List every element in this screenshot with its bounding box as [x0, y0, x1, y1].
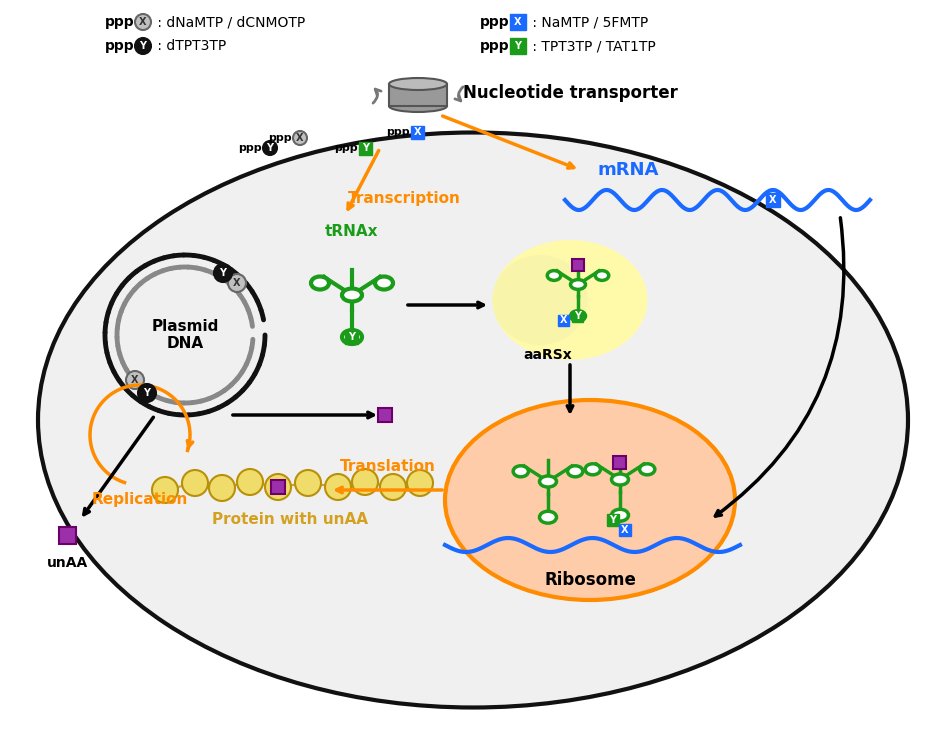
Text: Ribosome: Ribosome — [544, 571, 636, 589]
Ellipse shape — [596, 271, 609, 280]
Circle shape — [135, 38, 151, 54]
Circle shape — [214, 264, 232, 282]
Circle shape — [182, 470, 208, 496]
Text: Plasmid
DNA: Plasmid DNA — [152, 319, 218, 351]
Ellipse shape — [492, 255, 587, 345]
Text: Y: Y — [266, 143, 274, 153]
Circle shape — [263, 141, 277, 155]
Text: X: X — [233, 278, 241, 288]
Ellipse shape — [570, 280, 585, 289]
Ellipse shape — [389, 78, 447, 90]
Circle shape — [295, 470, 321, 496]
Text: Y: Y — [348, 332, 356, 342]
Ellipse shape — [445, 400, 735, 600]
Text: X: X — [621, 525, 629, 535]
Bar — [510, 38, 526, 54]
Ellipse shape — [612, 510, 629, 521]
Circle shape — [152, 477, 178, 503]
Circle shape — [209, 475, 235, 501]
Text: : dTPT3TP: : dTPT3TP — [153, 39, 226, 53]
Text: : NaMTP / 5FMTP: : NaMTP / 5FMTP — [528, 15, 648, 29]
Bar — [607, 514, 619, 526]
Text: ppp: ppp — [480, 39, 510, 53]
Ellipse shape — [548, 271, 561, 280]
Text: ppp: ppp — [480, 15, 510, 29]
Bar — [766, 193, 780, 207]
Ellipse shape — [342, 288, 362, 301]
Text: Transcription: Transcription — [348, 191, 461, 206]
Bar — [572, 310, 583, 321]
Bar — [345, 331, 359, 344]
Text: ppp: ppp — [334, 143, 358, 153]
Ellipse shape — [612, 474, 629, 485]
Text: X: X — [139, 17, 147, 27]
Ellipse shape — [375, 277, 393, 290]
Ellipse shape — [570, 311, 585, 321]
Text: X: X — [131, 375, 138, 385]
Text: Nucleotide transporter: Nucleotide transporter — [463, 84, 678, 102]
Ellipse shape — [539, 476, 556, 487]
Ellipse shape — [640, 464, 655, 474]
Circle shape — [325, 474, 351, 500]
Circle shape — [352, 469, 378, 495]
Bar — [510, 14, 526, 30]
Circle shape — [407, 470, 433, 496]
Text: : dNaMTP / dCNMOTP: : dNaMTP / dCNMOTP — [153, 15, 305, 29]
Text: ppp: ppp — [387, 127, 410, 137]
Text: aaRSx: aaRSx — [523, 348, 572, 362]
Text: X: X — [560, 315, 567, 325]
Circle shape — [380, 474, 406, 500]
Text: Replication: Replication — [92, 492, 188, 507]
Text: Y: Y — [575, 311, 582, 321]
Text: tRNAx: tRNAx — [326, 225, 378, 239]
Circle shape — [228, 274, 246, 292]
Bar — [411, 126, 424, 139]
Text: Protein with unAA: Protein with unAA — [212, 512, 368, 527]
Bar — [619, 524, 631, 536]
Text: ppp: ppp — [105, 15, 135, 29]
Ellipse shape — [311, 277, 329, 290]
Ellipse shape — [539, 511, 556, 523]
Ellipse shape — [513, 466, 529, 477]
Circle shape — [126, 371, 144, 389]
Bar — [378, 408, 392, 422]
Text: ppp: ppp — [105, 39, 135, 53]
Text: X: X — [514, 17, 521, 27]
Bar — [59, 526, 76, 544]
Bar — [559, 315, 569, 326]
Bar — [614, 456, 627, 469]
Text: Y: Y — [362, 143, 370, 153]
Bar — [572, 259, 584, 271]
Text: Y: Y — [143, 388, 151, 398]
Text: mRNA: mRNA — [598, 161, 660, 179]
Circle shape — [237, 469, 263, 495]
Text: ppp: ppp — [238, 143, 262, 153]
Ellipse shape — [567, 466, 582, 477]
Ellipse shape — [342, 330, 362, 344]
Ellipse shape — [492, 240, 647, 360]
Text: : TPT3TP / TAT1TP: : TPT3TP / TAT1TP — [528, 39, 656, 53]
Circle shape — [138, 384, 156, 402]
Text: unAA: unAA — [47, 556, 88, 570]
Circle shape — [135, 14, 151, 30]
Text: X: X — [414, 127, 422, 137]
Bar — [389, 84, 447, 106]
Ellipse shape — [389, 100, 447, 112]
Text: Translation: Translation — [340, 459, 436, 474]
Circle shape — [293, 131, 307, 145]
Circle shape — [265, 474, 291, 500]
Text: Y: Y — [139, 41, 147, 51]
Text: Y: Y — [610, 515, 616, 525]
Bar — [271, 480, 285, 494]
Text: Y: Y — [515, 41, 521, 51]
Text: X: X — [296, 133, 304, 143]
Bar — [359, 142, 373, 155]
Text: X: X — [769, 195, 776, 205]
Ellipse shape — [585, 464, 600, 474]
Ellipse shape — [38, 133, 908, 707]
Text: Y: Y — [219, 268, 227, 278]
Text: ppp: ppp — [268, 133, 292, 143]
